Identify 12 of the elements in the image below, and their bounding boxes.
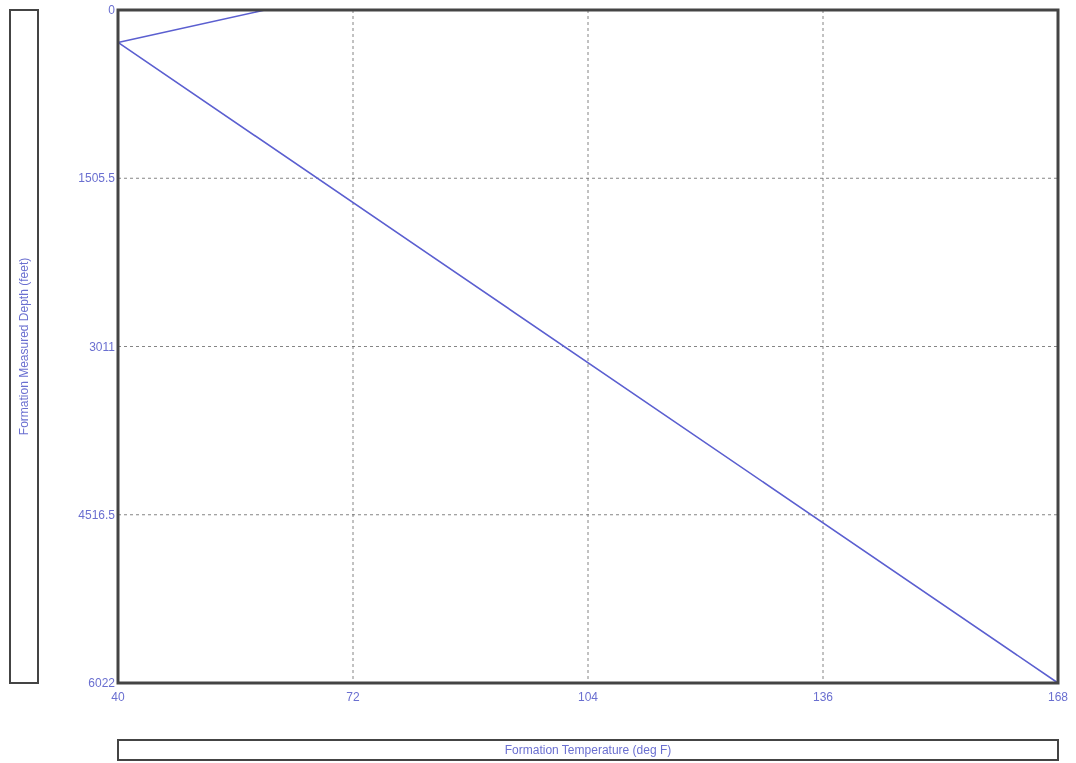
y-tick-label: 4516.5 (78, 507, 116, 522)
y-tick-label: 3011 (89, 339, 116, 354)
x-tick-label: 40 (111, 690, 125, 704)
x-tick-label: 104 (577, 690, 599, 704)
y-axis-title: Formation Measured Depth (feet) (17, 257, 31, 436)
y-tick-label: 6022 (88, 676, 116, 690)
y-tick-label: 0 (108, 3, 116, 17)
y-tick-label: 1505.5 (78, 171, 116, 186)
x-axis-title: Formation Temperature (deg F) (504, 743, 672, 757)
x-tick-label: 168 (1047, 690, 1069, 704)
x-tick-label: 136 (812, 690, 834, 704)
x-tick-label: 72 (346, 690, 360, 704)
